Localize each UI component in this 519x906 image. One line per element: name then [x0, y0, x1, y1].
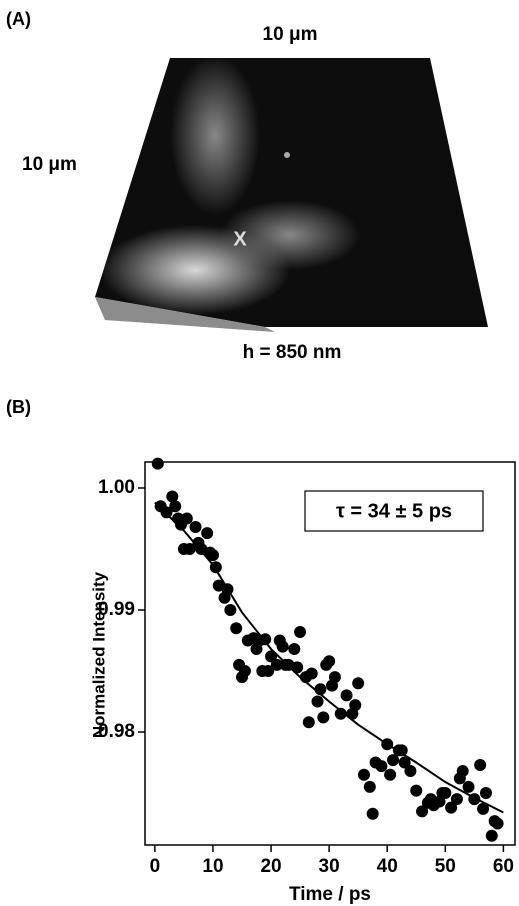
data-point — [450, 793, 463, 806]
data-point — [302, 716, 315, 729]
data-point — [189, 521, 202, 534]
width-label: 10 μm — [263, 24, 318, 45]
fit-line — [154, 501, 504, 814]
data-point — [366, 807, 379, 820]
height-label: h = 850 nm — [243, 342, 342, 363]
data-point — [363, 780, 376, 793]
x-tick-label: 40 — [377, 856, 398, 877]
data-point — [479, 787, 492, 800]
data-point — [201, 527, 214, 540]
x-tick-label: 10 — [202, 856, 223, 877]
data-point — [259, 633, 272, 646]
data-point — [288, 643, 301, 656]
data-point — [404, 765, 417, 778]
panel-label: (A) — [6, 9, 31, 29]
x-tick-label: 50 — [435, 856, 456, 877]
data-point — [305, 667, 318, 680]
data-point — [265, 650, 278, 663]
x-tick-label: 0 — [150, 856, 161, 877]
data-point — [230, 622, 243, 635]
data-point — [224, 604, 237, 617]
depth-label: 10 μm — [22, 154, 77, 175]
data-point — [151, 457, 164, 470]
data-point — [456, 765, 469, 778]
data-point — [357, 768, 370, 781]
data-point — [398, 756, 411, 769]
data-point — [276, 640, 289, 653]
plot-frame — [144, 461, 516, 846]
y-tick-label: 1.00 — [98, 477, 135, 498]
data-point — [323, 655, 336, 668]
data-point — [375, 760, 388, 773]
data-point — [349, 699, 362, 712]
data-point — [410, 784, 423, 797]
data-point — [491, 817, 504, 830]
data-point — [340, 689, 353, 702]
data-point — [328, 671, 341, 684]
data-point — [169, 500, 182, 513]
data-point — [317, 711, 330, 724]
data-point — [416, 805, 429, 818]
data-point — [477, 802, 490, 815]
annotation-box — [304, 490, 484, 532]
x-tick-label: 60 — [493, 856, 514, 877]
data-point — [294, 625, 307, 638]
data-point — [166, 490, 179, 503]
data-point — [311, 695, 324, 708]
data-point — [180, 512, 193, 525]
data-point — [439, 787, 452, 800]
data-point — [262, 665, 275, 678]
data-point — [183, 542, 196, 555]
annotation: τ = 34 ± 5 ps — [336, 500, 452, 522]
x-tick-label: 30 — [319, 856, 340, 877]
data-point — [352, 677, 365, 690]
data-point — [485, 829, 498, 842]
data-point — [395, 744, 408, 757]
data-point — [445, 801, 458, 814]
data-point — [384, 768, 397, 781]
data-point — [387, 754, 400, 767]
data-point — [462, 780, 475, 793]
position-marker: X — [233, 228, 247, 250]
y-tick-label: 0.99 — [98, 599, 135, 620]
data-point — [238, 665, 251, 678]
afm-image — [95, 55, 488, 332]
data-point — [206, 549, 219, 562]
data-point — [270, 658, 283, 671]
x-axis-title: Time / ps — [289, 884, 371, 905]
panel-label: (B) — [6, 397, 31, 417]
data-point — [334, 707, 347, 720]
x-tick-label: 20 — [260, 856, 281, 877]
y-axis-title: Normalized Intensity — [89, 571, 108, 738]
y-tick-label: 0.98 — [98, 721, 135, 742]
data-point — [474, 758, 487, 771]
